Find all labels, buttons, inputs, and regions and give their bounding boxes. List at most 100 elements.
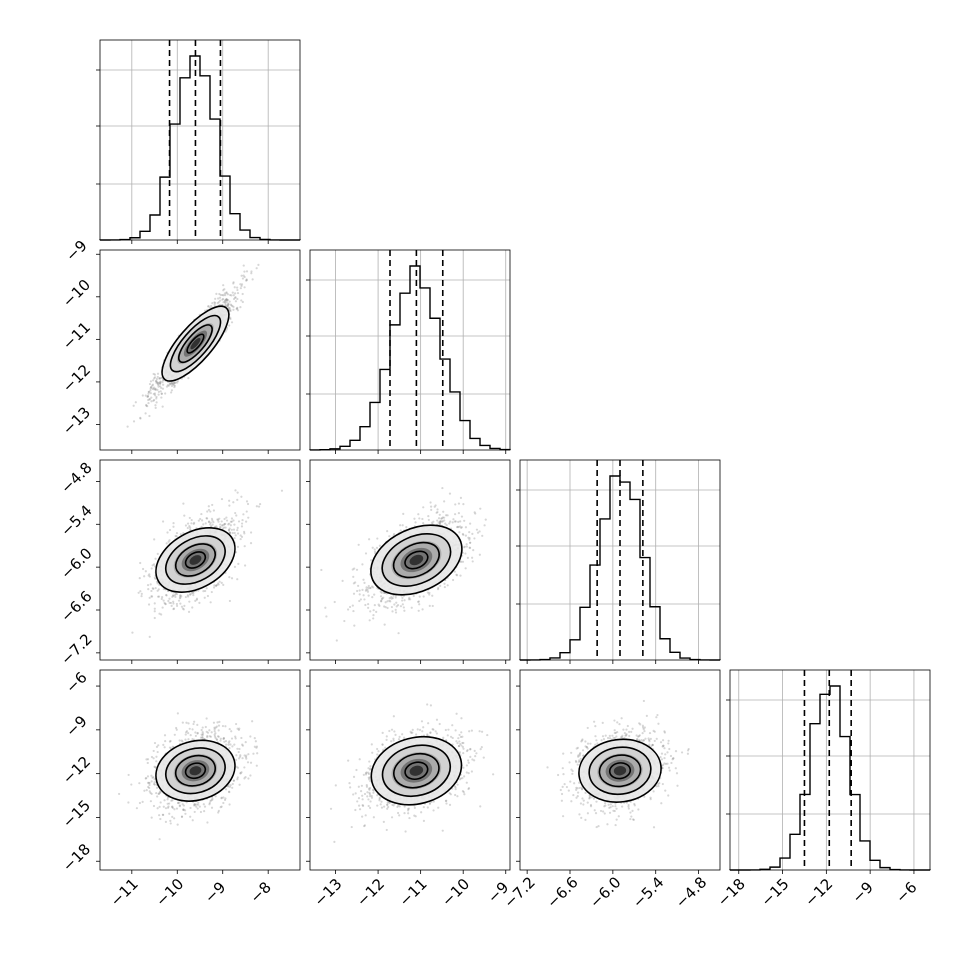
scatter-point bbox=[219, 297, 221, 299]
scatter-point bbox=[232, 309, 234, 311]
scatter-point bbox=[452, 521, 454, 523]
scatter-point bbox=[233, 524, 235, 526]
scatter-point bbox=[168, 598, 170, 600]
scatter-point bbox=[250, 531, 252, 533]
scatter-point bbox=[444, 586, 446, 588]
scatter-point bbox=[148, 415, 150, 417]
scatter-point bbox=[237, 491, 239, 493]
scatter-point bbox=[200, 811, 202, 813]
scatter-point bbox=[216, 518, 218, 520]
scatter-point bbox=[206, 510, 208, 512]
scatter-point bbox=[449, 493, 451, 495]
scatter-point bbox=[133, 420, 135, 422]
scatter-point bbox=[152, 587, 154, 589]
scatter-point bbox=[229, 307, 231, 309]
scatter-point bbox=[359, 589, 361, 591]
scatter-point bbox=[162, 520, 164, 522]
scatter-point bbox=[244, 276, 246, 278]
scatter-point bbox=[191, 592, 193, 594]
scatter-point bbox=[232, 292, 234, 294]
scatter-point bbox=[206, 587, 208, 589]
scatter-point bbox=[227, 304, 229, 306]
scatter-point bbox=[361, 563, 363, 565]
scatter-point bbox=[230, 304, 232, 306]
scatter-point bbox=[154, 558, 156, 560]
scatter-point bbox=[192, 594, 194, 596]
scatter-point bbox=[157, 376, 159, 378]
scatter-point bbox=[162, 606, 164, 608]
scatter-point bbox=[458, 502, 460, 504]
scatter-point bbox=[466, 545, 468, 547]
scatter-point bbox=[460, 497, 462, 499]
scatter-point bbox=[153, 750, 155, 752]
scatter-point bbox=[131, 631, 133, 633]
scatter-point bbox=[436, 508, 438, 510]
scatter-point bbox=[418, 517, 420, 519]
scatter-point bbox=[241, 522, 243, 524]
scatter-point bbox=[403, 606, 405, 608]
scatter-point bbox=[240, 287, 242, 289]
scatter-point bbox=[145, 777, 147, 779]
scatter-point bbox=[148, 574, 150, 576]
scatter-point bbox=[229, 728, 231, 730]
scatter-point bbox=[447, 584, 449, 586]
scatter-point bbox=[460, 561, 462, 563]
scatter-point bbox=[211, 591, 213, 593]
scatter-point bbox=[139, 577, 141, 579]
scatter-point bbox=[170, 391, 172, 393]
scatter-point bbox=[395, 609, 397, 611]
scatter-point bbox=[374, 604, 376, 606]
scatter-point bbox=[163, 799, 165, 801]
scatter-point bbox=[246, 500, 248, 502]
scatter-point bbox=[211, 523, 213, 525]
scatter-point bbox=[232, 532, 234, 534]
scatter-point bbox=[166, 531, 168, 533]
histogram-panel-2 bbox=[306, 250, 510, 454]
scatter-point bbox=[435, 504, 437, 506]
scatter-point bbox=[221, 582, 223, 584]
scatter-point bbox=[259, 503, 261, 505]
scatter-point bbox=[413, 595, 415, 597]
scatter-point bbox=[135, 401, 137, 403]
scatter-point bbox=[152, 400, 154, 402]
scatter-point bbox=[247, 517, 249, 519]
scatter-point bbox=[172, 526, 174, 528]
scatter-point bbox=[224, 725, 226, 727]
scatter-point bbox=[485, 519, 487, 521]
scatter-point bbox=[244, 776, 246, 778]
scatter-point bbox=[188, 611, 190, 613]
scatter-point bbox=[349, 606, 351, 608]
scatter-point bbox=[147, 402, 149, 404]
scatter-point bbox=[423, 595, 425, 597]
scatter-point bbox=[465, 526, 467, 528]
scatter-point bbox=[427, 592, 429, 594]
scatter-point bbox=[325, 615, 327, 617]
scatter-point bbox=[162, 405, 164, 407]
scatter-point bbox=[192, 723, 194, 725]
scatter-point bbox=[208, 505, 210, 507]
scatter-point bbox=[372, 614, 374, 616]
scatter-point bbox=[217, 521, 219, 523]
scatter-point bbox=[220, 294, 222, 296]
scatter-point bbox=[452, 579, 454, 581]
scatter-point bbox=[204, 597, 206, 599]
scatter-point bbox=[464, 546, 466, 548]
scatter-point bbox=[252, 278, 254, 280]
scatter-point bbox=[242, 513, 244, 515]
scatter-point bbox=[127, 426, 129, 428]
scatter-point bbox=[256, 267, 258, 269]
scatter-point bbox=[226, 298, 228, 300]
scatter-point bbox=[143, 575, 145, 577]
scatter-point bbox=[209, 523, 211, 525]
scatter-point bbox=[138, 592, 140, 594]
scatter-point bbox=[439, 522, 441, 524]
scatter-point bbox=[159, 818, 161, 820]
scatter-point bbox=[194, 811, 196, 813]
scatter-point bbox=[441, 487, 443, 489]
scatter-point bbox=[161, 381, 163, 383]
scatter-point bbox=[181, 739, 183, 741]
scatter-point bbox=[449, 521, 451, 523]
scatter-point bbox=[153, 563, 155, 565]
scatter-point bbox=[196, 599, 198, 601]
